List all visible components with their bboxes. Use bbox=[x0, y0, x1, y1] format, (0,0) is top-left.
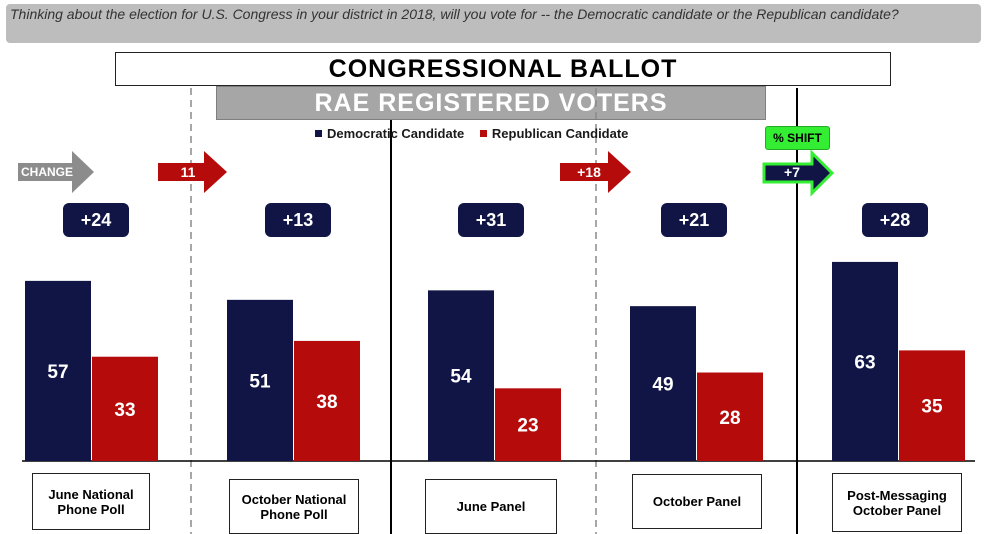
bar-republican bbox=[294, 340, 360, 461]
change-arrow-shape bbox=[18, 151, 94, 193]
bar-republican bbox=[899, 350, 965, 461]
chart-subtitle: RAE REGISTERED VOTERS bbox=[216, 86, 766, 120]
shift-arrow-shape bbox=[762, 149, 835, 197]
bar-republican bbox=[92, 356, 158, 461]
category-label-1: June National Phone Poll bbox=[32, 473, 150, 530]
bar-democratic bbox=[227, 299, 293, 461]
margin-badge-5: +28 bbox=[862, 203, 928, 237]
data-label-republican: 38 bbox=[316, 392, 337, 413]
data-label-republican: 33 bbox=[114, 400, 135, 421]
bar-democratic bbox=[25, 280, 91, 461]
data-label-democratic: 57 bbox=[47, 362, 68, 383]
margin-badge-3: +31 bbox=[458, 203, 524, 237]
data-label-republican: 23 bbox=[517, 416, 538, 437]
data-label-democratic: 51 bbox=[249, 371, 271, 392]
category-label-5: Post-Messaging October Panel bbox=[832, 473, 962, 532]
shift-tag: % SHIFT bbox=[765, 126, 830, 150]
arrow-label-3: +7 bbox=[784, 164, 800, 180]
margin-badge-2: +13 bbox=[265, 203, 331, 237]
change-arrow-1-shape bbox=[158, 151, 227, 193]
bar-republican bbox=[697, 372, 763, 461]
legend-label-republican: Republican Candidate bbox=[491, 126, 629, 141]
change-arrow-2-shape bbox=[560, 151, 631, 193]
bar-republican bbox=[495, 388, 561, 461]
margin-badge-1: +24 bbox=[63, 203, 129, 237]
legend-item-republican: Republican Candidate bbox=[479, 126, 629, 141]
margin-badge-4: +21 bbox=[661, 203, 727, 237]
bar-democratic bbox=[832, 261, 898, 461]
legend: Democratic Candidate Republican Candidat… bbox=[315, 126, 640, 141]
category-label-3: June Panel bbox=[425, 479, 557, 534]
category-label-4: October Panel bbox=[632, 474, 762, 529]
arrow-label-1: 11 bbox=[180, 164, 196, 180]
change-label: CHANGE bbox=[20, 165, 73, 179]
bar-democratic bbox=[630, 306, 696, 461]
legend-swatch-republican bbox=[479, 130, 487, 137]
bar-democratic bbox=[428, 290, 494, 461]
category-label-2: October National Phone Poll bbox=[229, 479, 359, 534]
question-text: Thinking about the election for U.S. Con… bbox=[6, 4, 981, 43]
data-label-democratic: 63 bbox=[854, 352, 875, 373]
data-label-democratic: 54 bbox=[450, 367, 472, 388]
legend-label-democratic: Democratic Candidate bbox=[327, 126, 465, 141]
data-label-democratic: 49 bbox=[652, 375, 673, 396]
legend-swatch-democratic bbox=[315, 130, 322, 137]
data-label-republican: 35 bbox=[921, 397, 943, 418]
data-label-republican: 28 bbox=[719, 408, 740, 429]
chart-title: CONGRESSIONAL BALLOT bbox=[115, 52, 891, 86]
legend-item-democratic: Democratic Candidate bbox=[315, 126, 464, 141]
arrow-label-2: +18 bbox=[577, 164, 601, 180]
